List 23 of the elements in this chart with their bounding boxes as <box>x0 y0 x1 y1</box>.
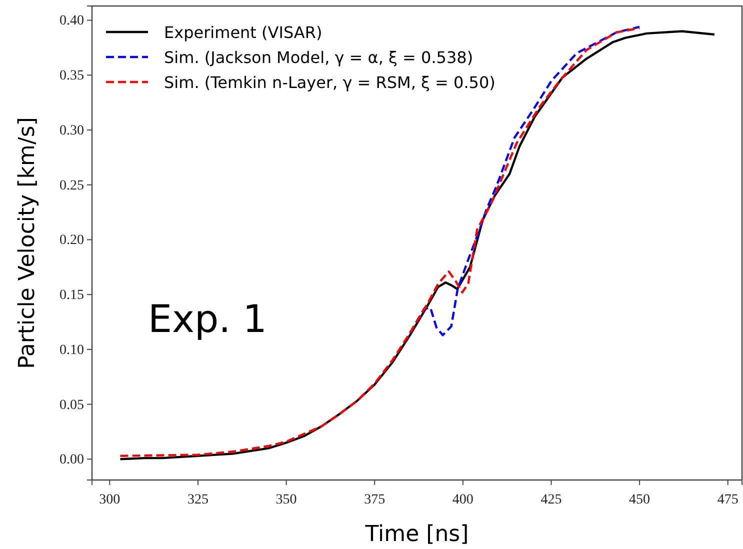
x-axis-title: Time [ns] <box>364 522 469 547</box>
y-tick-label: 0.30 <box>60 123 84 138</box>
y-tick-label: 0.20 <box>60 233 84 248</box>
y-tick-label: 0.00 <box>60 452 84 468</box>
y-axis-title: Particle Velocity [km/s] <box>15 117 40 369</box>
x-tick-label: 350 <box>276 492 297 508</box>
x-tick-label: 400 <box>452 492 474 508</box>
x-tick-label: 425 <box>540 492 562 508</box>
x-tick-label: 475 <box>717 492 738 508</box>
x-tick-label: 450 <box>629 492 650 508</box>
x-tick-label: 300 <box>99 492 120 508</box>
legend-label: Experiment (VISAR) <box>164 23 322 42</box>
legend-label: Sim. (Jackson Model, γ = α, ξ = 0.538) <box>164 48 474 67</box>
y-tick-label: 0.05 <box>60 398 84 413</box>
y-tick-label: 0.40 <box>60 14 84 29</box>
x-tick-label: 375 <box>364 492 386 508</box>
y-tick-label: 0.15 <box>60 288 84 304</box>
y-tick-label: 0.25 <box>60 178 84 194</box>
legend-label: Sim. (Temkin n-Layer, γ = RSM, ξ = 0.50) <box>164 73 496 92</box>
annotation: Exp. 1 <box>148 297 267 341</box>
y-tick-label: 0.35 <box>60 68 84 84</box>
x-tick-label: 325 <box>187 492 208 508</box>
y-tick-label: 0.10 <box>60 342 84 358</box>
